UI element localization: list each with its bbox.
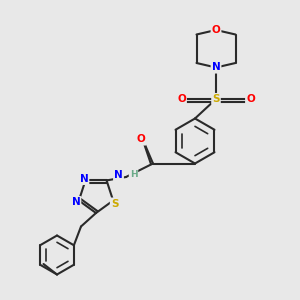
Text: S: S (212, 94, 220, 104)
Text: O: O (246, 94, 255, 104)
Text: O: O (212, 25, 220, 35)
Text: O: O (177, 94, 186, 104)
Text: N: N (71, 197, 80, 207)
Text: N: N (80, 174, 88, 184)
Text: N: N (114, 170, 123, 181)
Text: N: N (212, 62, 220, 73)
Text: O: O (136, 134, 146, 145)
Text: S: S (111, 199, 118, 208)
Text: H: H (130, 169, 137, 178)
